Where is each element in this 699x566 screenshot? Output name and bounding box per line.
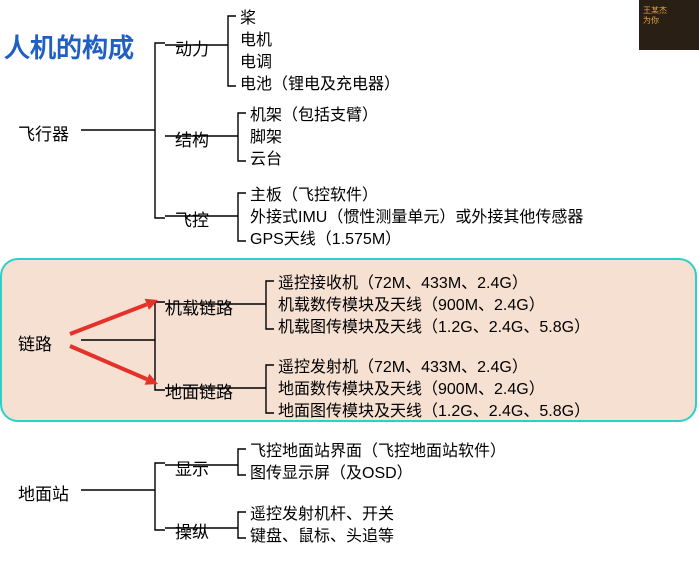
level1-2: 地面站 — [18, 480, 69, 505]
leaf-0-1-0: 机架（包括支臂） — [250, 105, 378, 127]
leaf-0-0-0: 桨 — [240, 8, 256, 30]
leaf-2-0-0: 飞控地面站界面（飞控地面站软件） — [250, 441, 506, 463]
leaf-1-1-1: 地面数传模块及天线（900M、2.4G） — [278, 379, 545, 401]
thumbnail: 王某杰 为你 — [639, 0, 699, 50]
leaf-1-1-0: 遥控发射机（72M、433M、2.4G） — [278, 357, 528, 379]
level1-1: 链路 — [18, 330, 52, 355]
thumb-text-1: 王某杰 — [643, 6, 695, 16]
leaf-0-2-0: 主板（飞控软件） — [250, 185, 378, 207]
leaf-0-0-3: 电池（锂电及充电器） — [240, 74, 400, 96]
leaf-2-1-0: 遥控发射机杆、开关 — [250, 504, 394, 526]
leaf-1-0-0: 遥控接收机（72M、433M、2.4G） — [278, 273, 528, 295]
leaf-2-1-1: 键盘、鼠标、头追等 — [250, 526, 394, 548]
thumb-text-2: 为你 — [643, 16, 695, 26]
leaf-0-0-1: 电机 — [240, 30, 272, 52]
leaf-0-1-1: 脚架 — [250, 127, 282, 149]
leaf-0-0-2: 电调 — [240, 52, 272, 74]
leaf-1-0-1: 机载数传模块及天线（900M、2.4G） — [278, 295, 545, 317]
page-title: 人机的构成 — [4, 28, 134, 65]
level2-0-1: 结构 — [175, 126, 209, 151]
level2-1-0: 机载链路 — [165, 294, 233, 319]
level2-2-1: 操纵 — [175, 518, 209, 543]
leaf-0-2-1: 外接式IMU（惯性测量单元）或外接其他传感器 — [250, 207, 583, 229]
leaf-2-0-1: 图传显示屏（及OSD） — [250, 463, 413, 485]
level1-0: 飞行器 — [18, 120, 69, 145]
level2-1-1: 地面链路 — [165, 378, 233, 403]
level2-0-2: 飞控 — [175, 206, 209, 231]
leaf-1-0-2: 机载图传模块及天线（1.2G、2.4G、5.8G） — [278, 317, 590, 339]
leaf-0-2-2: GPS天线（1.575M） — [250, 229, 401, 251]
level2-2-0: 显示 — [175, 455, 209, 480]
leaf-0-1-2: 云台 — [250, 149, 282, 171]
level2-0-0: 动力 — [175, 35, 209, 60]
leaf-1-1-2: 地面图传模块及天线（1.2G、2.4G、5.8G） — [278, 401, 590, 423]
